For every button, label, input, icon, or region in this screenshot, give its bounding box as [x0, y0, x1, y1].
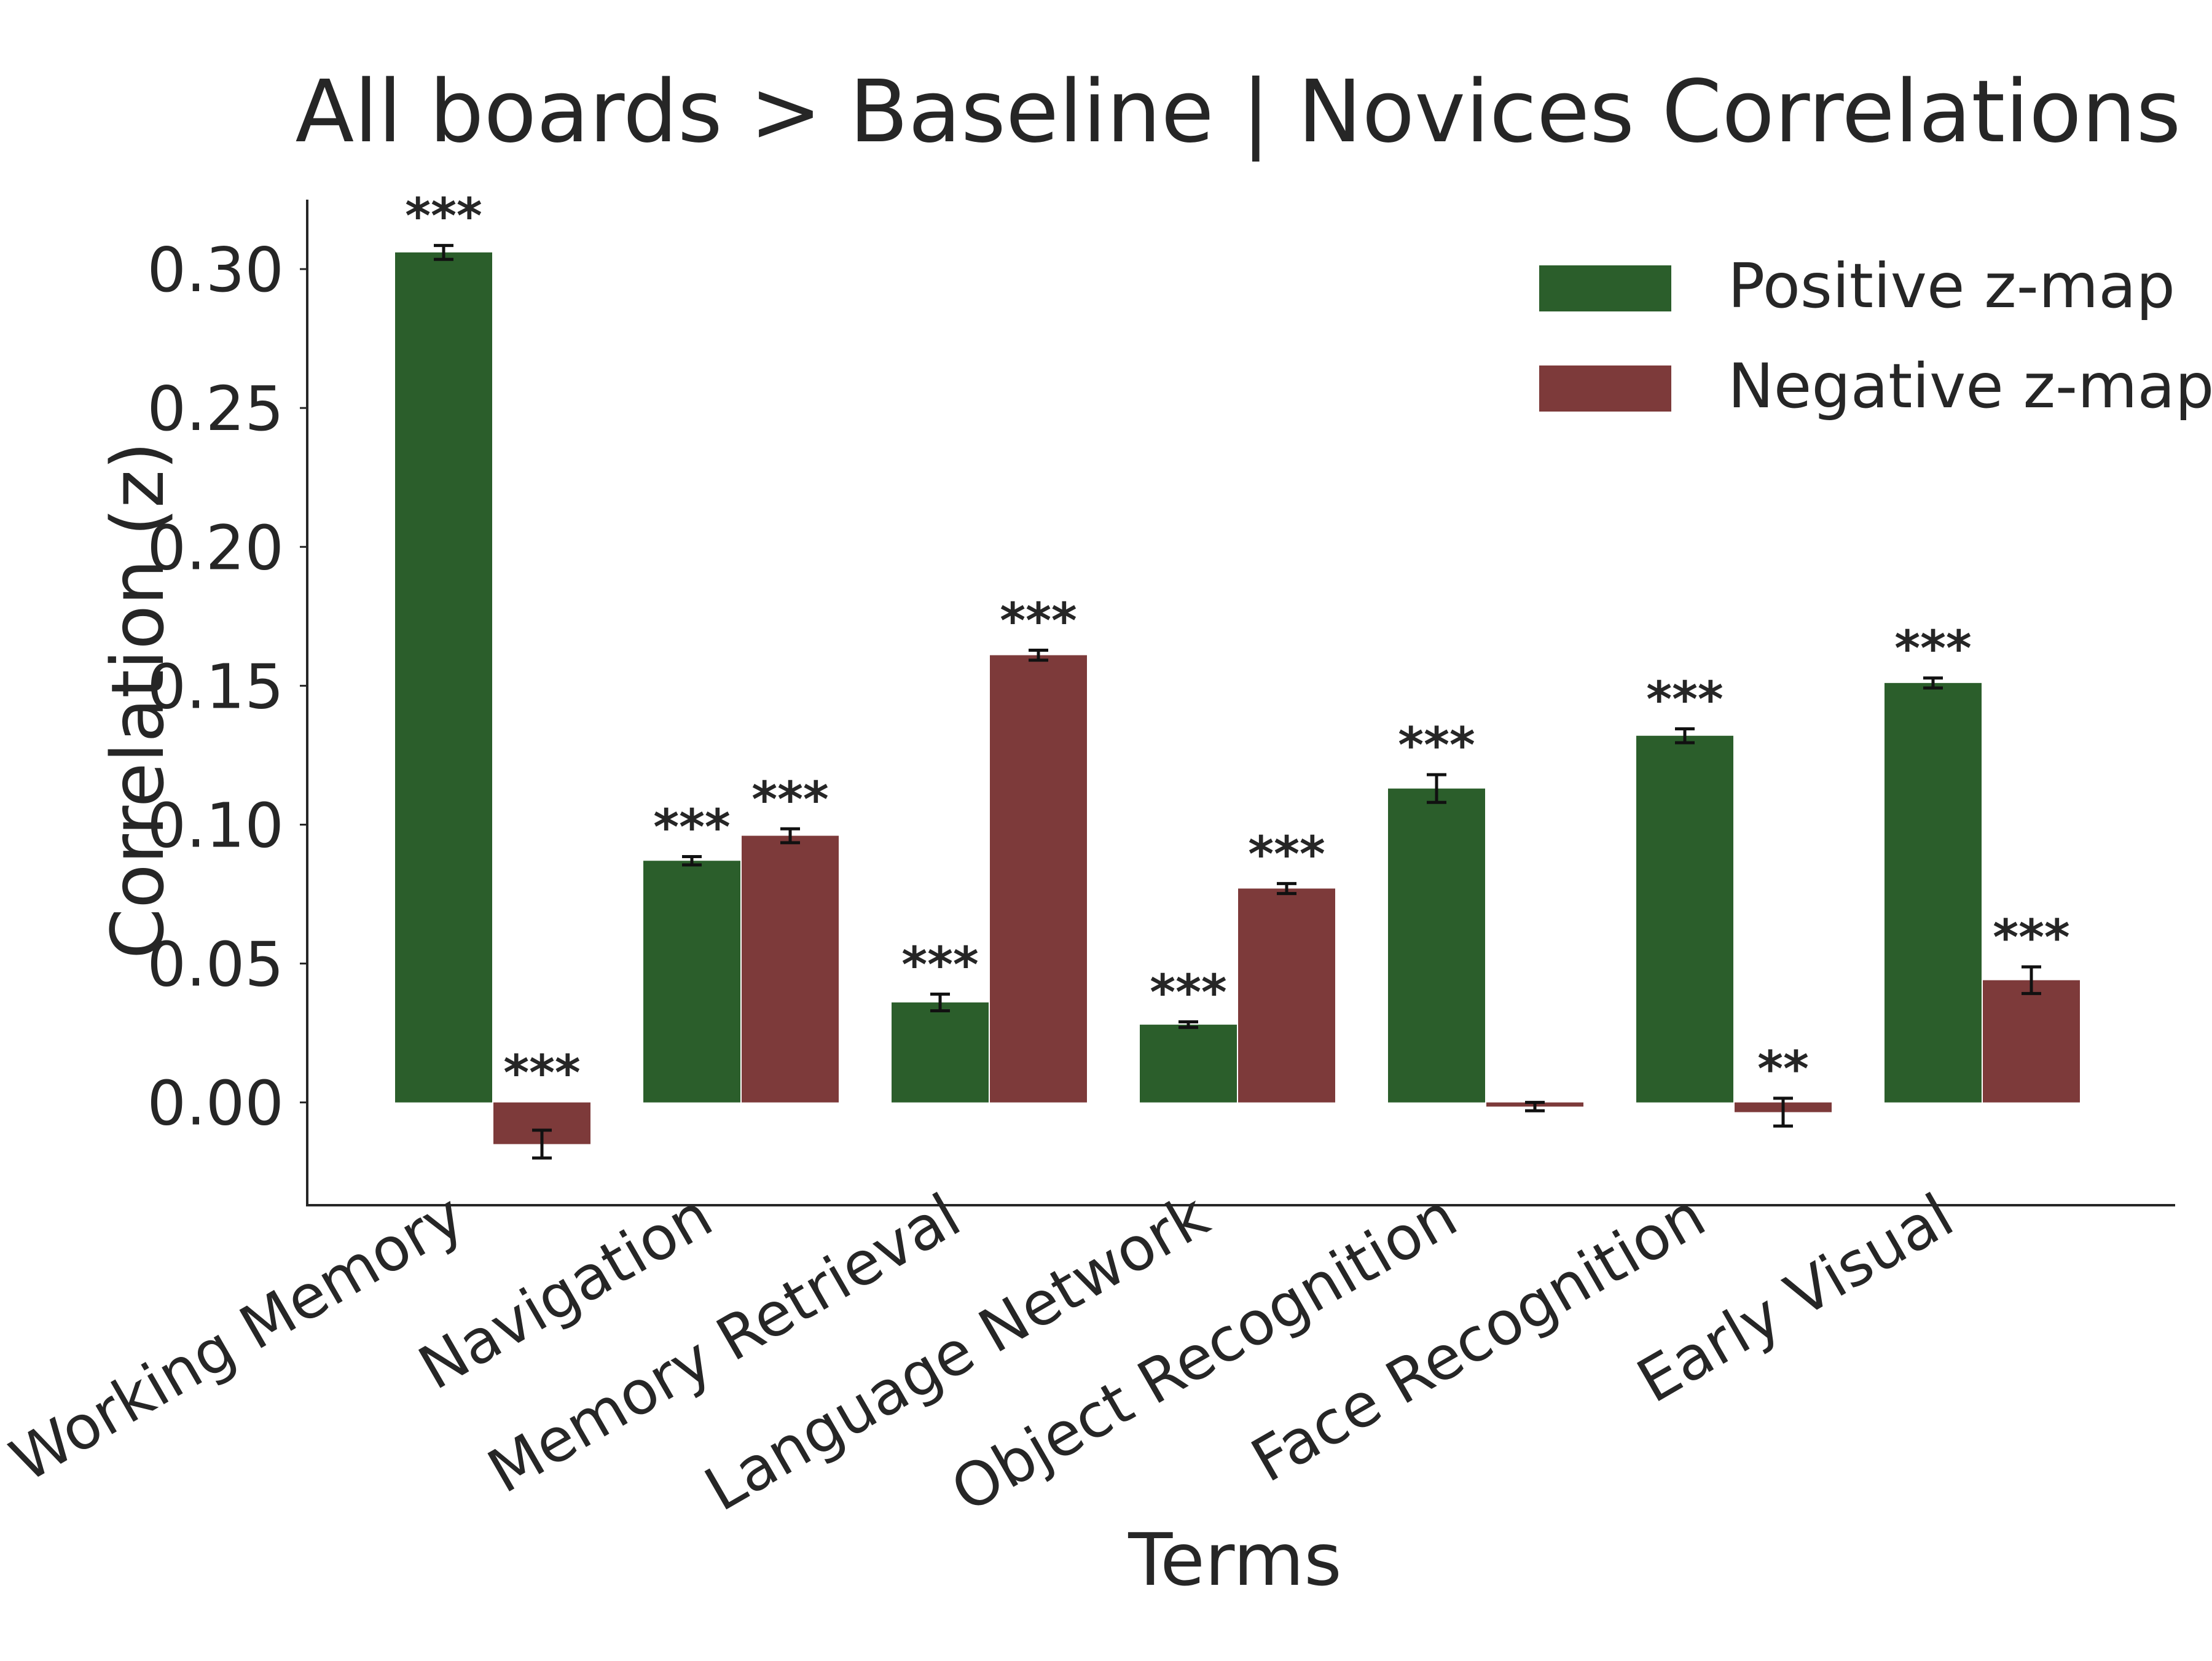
y-tick-label: 0.10 — [147, 789, 284, 861]
significance-label: *** — [1398, 717, 1475, 774]
x-tick-label: Working Memory — [0, 1181, 476, 1496]
y-axis-label: Correlation (z) — [95, 442, 180, 959]
significance-label: *** — [751, 771, 829, 828]
significance-label: *** — [405, 188, 482, 245]
significance-label: *** — [653, 799, 731, 856]
legend-swatch-positive — [1539, 265, 1671, 311]
significance-label: *** — [1993, 909, 2070, 966]
y-tick-label: 0.05 — [147, 929, 284, 1001]
bar-positive — [643, 861, 740, 1103]
y-tick-label: 0.20 — [147, 512, 284, 584]
legend-swatch-negative — [1539, 365, 1671, 412]
bar-positive — [1636, 735, 1733, 1103]
legend-label-positive: Positive z-map — [1728, 250, 2175, 322]
bar-positive — [1388, 788, 1485, 1103]
y-tick-label: 0.00 — [147, 1068, 284, 1139]
significance-label: *** — [1000, 592, 1077, 649]
bars — [395, 252, 2080, 1144]
bar-negative — [990, 655, 1087, 1103]
significance-label: *** — [1150, 964, 1227, 1022]
significance-label: *** — [503, 1045, 581, 1102]
significance-label: ** — [1757, 1041, 1809, 1098]
bar-negative — [1238, 888, 1335, 1103]
significance-label: *** — [1248, 826, 1325, 883]
chart-title: All boards > Baseline | Novices Correlat… — [296, 62, 2181, 162]
significance-label: *** — [1894, 620, 1972, 678]
bar-positive — [1140, 1025, 1237, 1103]
y-tick-label: 0.30 — [147, 234, 284, 306]
y-tick-label: 0.15 — [147, 651, 284, 722]
bar-positive — [892, 1002, 989, 1103]
significance-label: *** — [901, 936, 979, 993]
y-tick-label: 0.25 — [147, 373, 284, 445]
bar-positive — [1885, 682, 1982, 1103]
x-tick-label: Face Recognition — [1240, 1181, 1717, 1496]
error-bars — [434, 244, 2041, 1160]
legend: Positive z-map Negative z-map — [1539, 250, 2212, 422]
significance-label: *** — [1646, 671, 1724, 728]
bar-negative — [1983, 980, 2080, 1103]
significance-labels: ********* ***************************** — [405, 188, 2070, 1102]
x-axis-label: Terms — [1128, 1517, 1342, 1602]
bar-positive — [395, 252, 492, 1103]
y-ticks: 0.00 0.05 0.10 0.15 0.20 0.25 0.30 — [147, 234, 307, 1139]
bar-negative — [742, 835, 839, 1103]
legend-label-negative: Negative z-map — [1728, 350, 2212, 422]
